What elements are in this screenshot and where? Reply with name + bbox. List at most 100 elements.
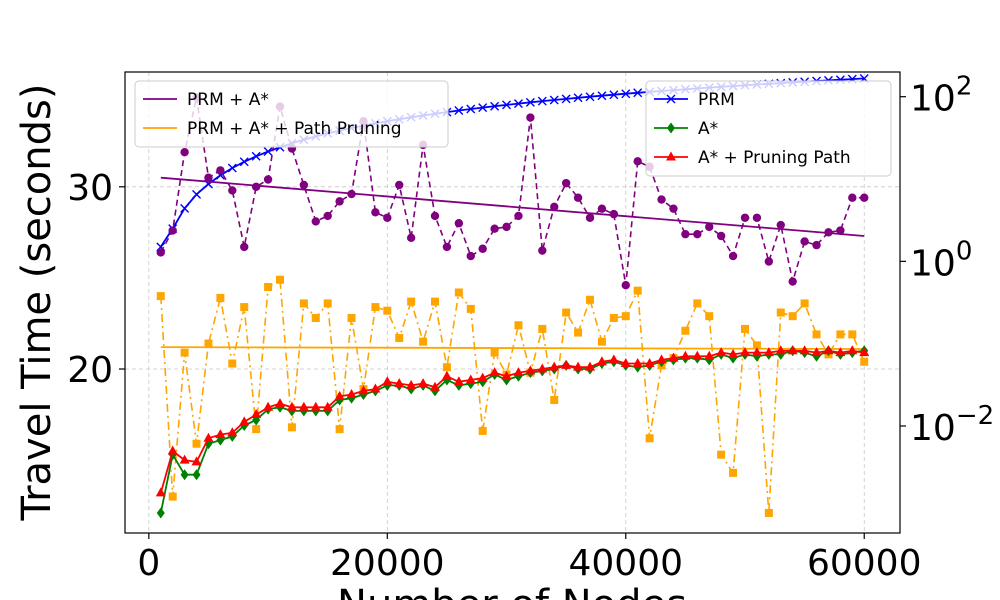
legend-left: PRM + A* PRM + A* + Path Pruning [134, 80, 449, 148]
data-point [204, 339, 213, 348]
data-point [228, 186, 237, 195]
data-point [335, 425, 344, 434]
legend-right: PRM A* A* + Pruning Path [645, 80, 892, 177]
data-point [239, 416, 250, 426]
data-point [477, 372, 488, 382]
data-point [788, 277, 797, 286]
y-tick-label: 20 [67, 350, 113, 391]
data-point [621, 312, 630, 321]
data-point [764, 257, 774, 266]
data-point [204, 173, 213, 182]
data-point [168, 492, 177, 501]
data-point [728, 251, 738, 261]
data-point [561, 94, 571, 104]
data-point [526, 113, 535, 122]
data-point [419, 337, 428, 346]
data-point [847, 345, 858, 355]
data-point [764, 508, 773, 517]
data-point [799, 345, 810, 355]
data-point [371, 303, 380, 312]
x-tick-label: 0 [137, 543, 160, 584]
data-point [514, 211, 523, 221]
data-point [216, 166, 225, 175]
data-point [156, 507, 165, 519]
data-point [251, 409, 262, 419]
data-point [836, 226, 845, 235]
data-point [156, 248, 165, 257]
y2-tick-label: 102 [910, 72, 972, 120]
data-point [728, 348, 739, 358]
data-point [752, 213, 762, 222]
data-point [395, 180, 404, 190]
data-point [669, 204, 678, 213]
data-point [168, 226, 177, 235]
data-point [240, 303, 249, 312]
data-point [466, 251, 475, 261]
data-point [812, 330, 821, 339]
data-point [860, 193, 869, 202]
y2-tick-label: 100 [910, 236, 972, 284]
data-point [263, 401, 274, 411]
data-point [192, 469, 201, 481]
data-point [252, 425, 261, 434]
data-point [276, 275, 284, 284]
data-point [693, 229, 702, 239]
data-point [395, 334, 404, 343]
data-point [525, 365, 536, 375]
x-axis-title: Number of Nodes [337, 582, 687, 600]
series-prm-a-path-pruning-trend [160, 346, 865, 350]
data-point [573, 93, 583, 103]
data-point [453, 376, 464, 386]
data-point [167, 445, 178, 455]
series-line [160, 278, 865, 514]
data-point [705, 312, 714, 321]
data-point [466, 104, 476, 114]
data-point [716, 347, 727, 357]
data-point [752, 341, 761, 350]
data-point [513, 99, 523, 109]
data-point [478, 244, 487, 253]
data-point [155, 487, 166, 497]
data-point [251, 151, 261, 161]
data-point [227, 427, 238, 437]
x-tick-label: 20000 [330, 543, 445, 584]
data-point [216, 293, 225, 302]
data-point [502, 100, 512, 110]
data-point [657, 195, 666, 204]
data-point [693, 299, 702, 308]
data-point [156, 292, 165, 301]
data-point [644, 358, 655, 368]
data-point [466, 304, 475, 313]
series-prm-a-trend [160, 176, 865, 237]
data-point [180, 348, 189, 357]
data-point [597, 337, 606, 346]
data-point [286, 401, 297, 411]
data-point [406, 379, 417, 389]
data-point [537, 363, 548, 373]
legend-box [134, 80, 449, 148]
legend-label: PRM [698, 90, 735, 110]
data-point [776, 308, 785, 317]
data-point [335, 197, 344, 206]
data-point [597, 91, 607, 101]
data-point [609, 90, 619, 100]
data-point [299, 299, 308, 308]
data-point [812, 240, 821, 250]
data-point [763, 347, 774, 357]
data-point [358, 385, 369, 395]
legend-box [645, 80, 892, 177]
axes: 0 20000 40000 60000 20 30 102 100 10−2 [67, 72, 994, 584]
legend-label: A* [698, 119, 718, 139]
data-point [454, 288, 463, 297]
data-point [609, 313, 618, 322]
y-axis-title: Travel Time (seconds) [14, 84, 60, 522]
data-point [346, 389, 357, 399]
data-point [716, 231, 726, 241]
data-point [275, 398, 285, 408]
data-point [263, 175, 273, 184]
data-point [323, 211, 332, 221]
data-point [465, 374, 476, 384]
data-point [454, 106, 464, 116]
data-point [406, 233, 416, 243]
data-point [561, 359, 572, 369]
